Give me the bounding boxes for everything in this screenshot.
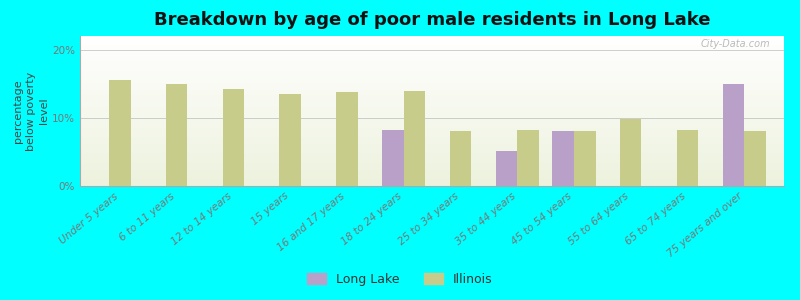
Bar: [517, 130, 538, 186]
Bar: [744, 131, 766, 186]
Title: Breakdown by age of poor male residents in Long Lake: Breakdown by age of poor male residents …: [154, 11, 710, 29]
Bar: [620, 119, 642, 186]
Bar: [404, 91, 425, 186]
Bar: [495, 151, 517, 186]
Legend: Long Lake, Illinois: Long Lake, Illinois: [302, 268, 498, 291]
Y-axis label: percentage
below poverty
level: percentage below poverty level: [13, 71, 50, 151]
Bar: [722, 84, 744, 186]
Bar: [166, 84, 187, 186]
Bar: [552, 131, 574, 186]
Bar: [450, 131, 471, 186]
Bar: [222, 89, 244, 186]
Bar: [382, 130, 404, 186]
Bar: [574, 131, 595, 186]
Bar: [677, 130, 698, 186]
Bar: [279, 94, 301, 186]
Text: City-Data.com: City-Data.com: [700, 39, 770, 49]
Bar: [109, 80, 130, 186]
Bar: [336, 92, 358, 186]
